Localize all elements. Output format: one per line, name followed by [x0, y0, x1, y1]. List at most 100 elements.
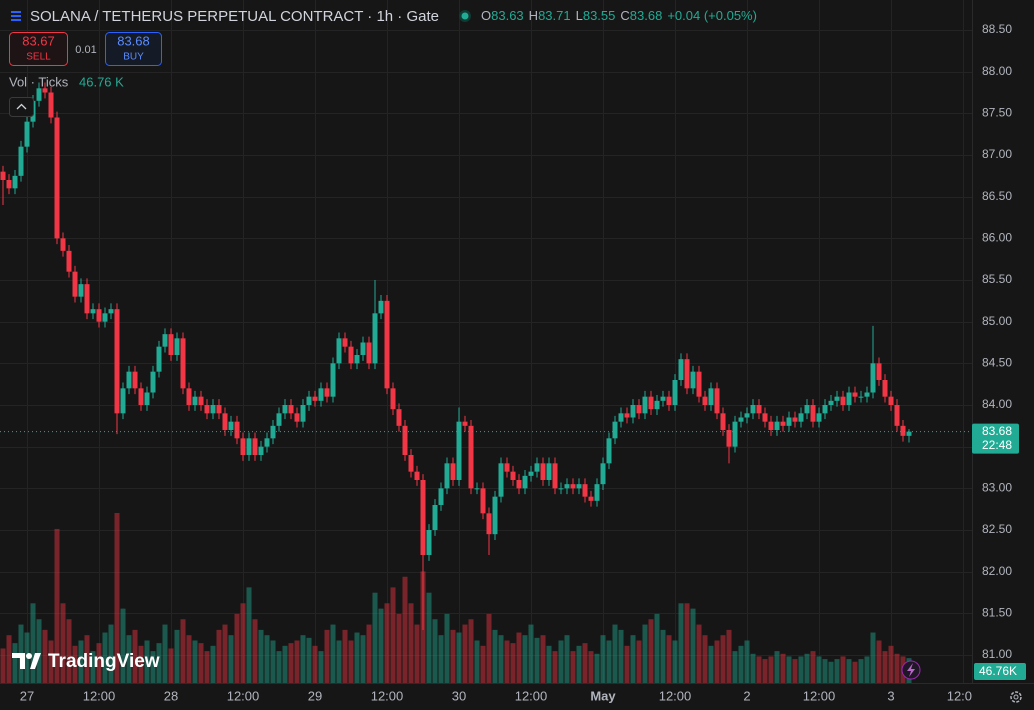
ohlc-letter: L [576, 8, 583, 23]
candle-body [216, 405, 222, 414]
volume-bar [816, 656, 822, 683]
candle-body [786, 417, 792, 426]
candle-body [162, 334, 168, 347]
sell-button[interactable]: 83.67 SELL [9, 32, 68, 66]
candle-body [504, 463, 510, 472]
candle-body [750, 405, 756, 414]
volume-bar [294, 640, 300, 683]
volume-bar [636, 640, 642, 683]
x-tick-label: 2 [743, 688, 750, 703]
volume-tag [974, 663, 1026, 680]
y-tick-label: 81.00 [982, 647, 1012, 661]
volume-bar [414, 624, 420, 683]
candle-body [168, 334, 174, 355]
candle-body [486, 513, 492, 535]
candle-body [834, 396, 840, 401]
candle-body [126, 371, 132, 389]
volume-bar [180, 619, 186, 683]
volume-bar [228, 635, 234, 683]
candle-body [474, 488, 480, 490]
x-tick-label: 12:00 [83, 688, 116, 703]
candle-body [492, 496, 498, 535]
candle-body [738, 417, 744, 422]
volume-bar [198, 643, 204, 683]
candle-body [336, 338, 342, 364]
ohlc-letter: H [529, 8, 538, 23]
volume-tag-value: 46.76K [979, 664, 1017, 678]
volume-bar [642, 624, 648, 683]
volume-bar [300, 635, 306, 683]
candle-body [354, 355, 360, 364]
volume-bar [678, 603, 684, 683]
volume-bar [696, 624, 702, 683]
volume-bar [870, 632, 876, 683]
collapse-button[interactable] [9, 97, 34, 117]
candle-body [582, 484, 588, 497]
candle-body [870, 363, 876, 393]
candle-body [744, 413, 750, 418]
candle-body [636, 405, 642, 414]
volume-bar [456, 632, 462, 683]
candle-body [564, 484, 570, 489]
candle-body [630, 405, 636, 418]
candle-body [906, 431, 912, 436]
x-tick-label: 28 [164, 688, 178, 703]
candle-body [204, 405, 210, 414]
spread: 0.01 [75, 44, 96, 56]
buy-button[interactable]: 83.68 BUY [105, 32, 162, 66]
volume-bar [852, 661, 858, 683]
settings-button[interactable] [1010, 691, 1022, 703]
candle-body [210, 405, 216, 414]
volume-bar [276, 651, 282, 683]
candle-body [408, 455, 414, 472]
y-tick-label: 82.50 [982, 522, 1012, 536]
volume-bar [432, 619, 438, 683]
y-tick-label: 86.00 [982, 231, 1012, 245]
candle-body [432, 505, 438, 530]
volume-bar [12, 643, 18, 683]
x-tick-label: May [590, 688, 616, 703]
candle-body [588, 496, 594, 501]
candle-body [528, 471, 534, 476]
candle-body [756, 405, 762, 414]
volume-bar [324, 629, 330, 683]
volume-bar [756, 656, 762, 683]
volume-bar [438, 635, 444, 683]
price-tag [972, 423, 1019, 454]
volume-bar [888, 645, 894, 683]
volume-bar [498, 635, 504, 683]
candle-body [720, 413, 726, 430]
candle-body [186, 388, 192, 405]
candle-body [894, 405, 900, 426]
ohlc-letter: O [481, 8, 491, 23]
candle-body [762, 413, 768, 422]
volume-bar [384, 603, 390, 683]
volume-bar [564, 635, 570, 683]
candle-body [726, 430, 732, 447]
volume-bar [648, 619, 654, 683]
volume-bar [810, 651, 816, 683]
y-tick-label: 87.00 [982, 147, 1012, 161]
volume-bar [396, 613, 402, 683]
volume-bar [186, 635, 192, 683]
candle-body [402, 425, 408, 455]
volume-bar [546, 645, 552, 683]
volume-bar [366, 624, 372, 683]
lightning-button[interactable] [901, 660, 921, 680]
volume-bar [444, 613, 450, 683]
candle-body [768, 421, 774, 430]
volume-bar [630, 635, 636, 683]
volume-bar [588, 651, 594, 683]
candle-body [420, 480, 426, 555]
volume-bar [702, 635, 708, 683]
menu-icon[interactable] [11, 11, 21, 21]
volume-bar [738, 645, 744, 683]
candle-body [804, 405, 810, 414]
candle-body [276, 413, 282, 426]
volume-bar [732, 651, 738, 683]
volume-bar [66, 619, 72, 683]
volume-bar [390, 587, 396, 683]
volume-bar [540, 635, 546, 683]
buy-price: 83.68 [117, 33, 150, 48]
candle-body [438, 488, 444, 505]
